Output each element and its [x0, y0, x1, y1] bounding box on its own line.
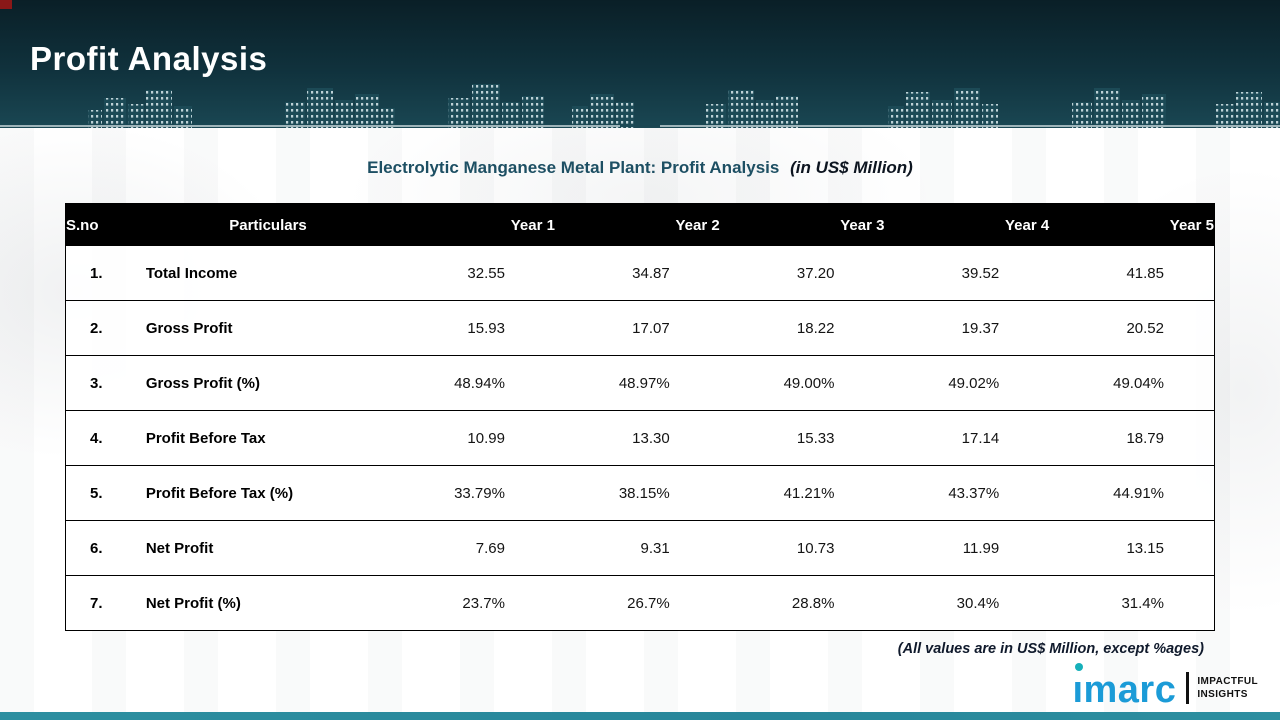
table-row: 3. Gross Profit (%) 48.94% 48.97% 49.00% 49.0…: [65, 356, 1215, 411]
sno-cell: 1.: [90, 264, 103, 282]
value-cell: 44.91%: [1113, 484, 1164, 502]
value-cell: 31.4%: [1121, 594, 1164, 612]
sno-cell: 2.: [90, 319, 103, 337]
city-skyline-graphic: [0, 84, 1280, 128]
table-row: 4. Profit Before Tax 10.99 13.30 15.33 17.14 1…: [65, 411, 1215, 466]
profit-table-container: S.no Particulars Year 1 Year 2 Year 3 Ye…: [65, 203, 1215, 631]
value-cell: 11.99: [962, 539, 1000, 557]
particulars-cell: Gross Profit: [145, 319, 233, 337]
particulars-cell: Profit Before Tax (%): [145, 484, 294, 502]
value-cell: 48.97%: [618, 374, 670, 392]
table-title-units: (in US$ Million): [790, 158, 913, 177]
value-cell: 17.07: [632, 319, 670, 337]
header-banner: Profit Analysis: [0, 0, 1280, 128]
column-header-year2: Year 2: [554, 203, 720, 246]
particulars-cell: Profit Before Tax: [145, 429, 266, 447]
page-title: Profit Analysis: [30, 40, 268, 77]
table-header: S.no Particulars Year 1 Year 2 Year 3 Ye…: [65, 203, 1215, 246]
value-cell: 15.33: [796, 429, 835, 447]
value-cell: 15.93: [467, 319, 505, 337]
value-cell: 9.31: [640, 539, 670, 557]
value-cell: 28.8%: [791, 594, 835, 612]
logo-tagline-line2: INSIGHTS: [1197, 689, 1248, 700]
table-row: 6. Net Profit 7.69 9.31 10.73 11.99 13.15: [65, 521, 1215, 576]
particulars-cell: Net Profit (%): [145, 594, 241, 612]
value-cell: 43.37%: [948, 484, 1000, 502]
sno-cell: 3.: [90, 374, 103, 392]
value-cell: 19.37: [961, 319, 1000, 337]
value-cell: 18.22: [796, 319, 835, 337]
table-header-row: S.no Particulars Year 1 Year 2 Year 3 Ye…: [65, 203, 1215, 246]
imarc-wordmark: ımarc: [1072, 663, 1177, 711]
value-cell: 39.52: [961, 264, 1000, 282]
footnote: (All values are in US$ Million, except %…: [897, 641, 1204, 657]
table-row: 2. Gross Profit 15.93 17.07 18.22 19.37 20.52: [65, 301, 1215, 356]
column-header-year1: Year 1: [390, 203, 555, 246]
sno-cell: 7.: [90, 594, 103, 612]
value-cell: 38.15%: [618, 484, 670, 502]
value-cell: 49.04%: [1113, 374, 1164, 392]
value-cell: 30.4%: [956, 594, 1000, 612]
column-header-year3: Year 3: [719, 203, 885, 246]
table-row: 7. Net Profit (%) 23.7% 26.7% 28.8% 30.4% 31.4…: [65, 576, 1215, 631]
value-cell: 20.52: [1126, 319, 1164, 337]
table-row: 5. Profit Before Tax (%) 33.79% 38.15% 41.21…: [65, 466, 1215, 521]
value-cell: 37.20: [796, 264, 835, 282]
particulars-cell: Gross Profit (%): [145, 374, 261, 392]
value-cell: 10.73: [796, 539, 835, 557]
value-cell: 10.99: [467, 429, 505, 447]
value-cell: 17.14: [961, 429, 1000, 447]
logo-tagline: IMPACTFUL INSIGHTS: [1197, 675, 1258, 701]
column-header-sno: S.no: [65, 203, 146, 246]
table-title-main: Electrolytic Manganese Metal Plant: Prof…: [367, 158, 780, 177]
logo-divider: [1186, 672, 1190, 704]
bottom-accent-bar: [0, 712, 1280, 720]
imarc-wordmark-text: ımarc: [1072, 669, 1177, 711]
value-cell: 41.21%: [783, 484, 835, 502]
table-row: 1. Total Income 32.55 34.87 37.20 39.52 41.85: [65, 246, 1215, 301]
value-cell: 26.7%: [627, 594, 670, 612]
red-corner-mark: [0, 0, 12, 9]
value-cell: 13.30: [632, 429, 670, 447]
imarc-logo: ımarc IMPACTFUL INSIGHTS: [1072, 663, 1258, 711]
value-cell: 41.85: [1126, 264, 1164, 282]
particulars-cell: Net Profit: [145, 539, 214, 557]
value-cell: 32.55: [467, 264, 505, 282]
profit-table-body: 1. Total Income 32.55 34.87 37.20 39.52 41.85 2…: [65, 246, 1215, 631]
profit-table: S.no Particulars Year 1 Year 2 Year 3 Ye…: [65, 203, 1215, 631]
table-title: Electrolytic Manganese Metal Plant: Prof…: [0, 158, 1280, 178]
particulars-cell: Total Income: [145, 264, 238, 282]
logo-dot-icon: [1075, 663, 1084, 671]
value-cell: 33.79%: [454, 484, 505, 502]
value-cell: 49.00%: [783, 374, 835, 392]
value-cell: 23.7%: [462, 594, 505, 612]
column-header-particulars: Particulars: [145, 203, 391, 246]
value-cell: 48.94%: [454, 374, 505, 392]
sno-cell: 6.: [90, 539, 103, 557]
value-cell: 49.02%: [948, 374, 1000, 392]
value-cell: 34.87: [632, 264, 670, 282]
column-header-year4: Year 4: [884, 203, 1050, 246]
column-header-year5: Year 5: [1049, 203, 1215, 246]
value-cell: 7.69: [475, 539, 505, 557]
value-cell: 13.15: [1126, 539, 1164, 557]
sno-cell: 4.: [90, 429, 103, 447]
sno-cell: 5.: [90, 484, 103, 502]
logo-tagline-line1: IMPACTFUL: [1197, 676, 1258, 687]
value-cell: 18.79: [1126, 429, 1164, 447]
